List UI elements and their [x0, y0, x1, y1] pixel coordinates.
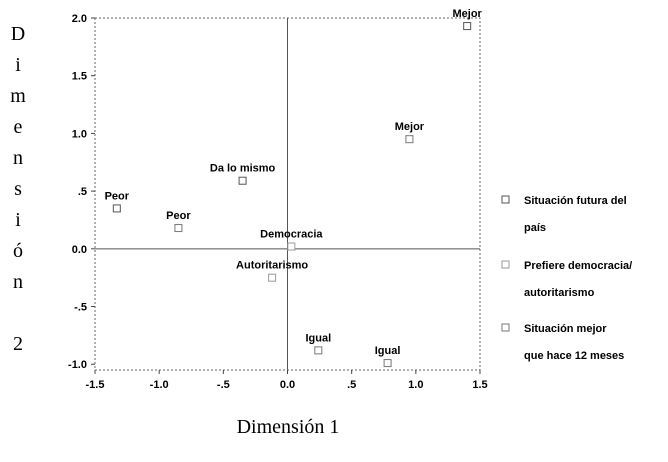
y-tick-label: 1.0 — [72, 128, 87, 140]
data-point-marker — [238, 176, 247, 185]
legend-label: Situación futura del — [524, 195, 627, 207]
data-point-marker — [287, 242, 296, 251]
y-tick-label: 2.0 — [72, 13, 87, 25]
y-tick-label: 1.5 — [72, 71, 87, 83]
data-point-marker — [112, 204, 121, 213]
x-tick-label: 0.0 — [280, 379, 295, 391]
data-point-label: Autoritarismo — [236, 260, 308, 272]
data-point-marker — [174, 224, 183, 233]
legend-label: país — [524, 222, 546, 234]
data-point-label: Peor — [166, 210, 191, 222]
data-point-label: Igual — [375, 345, 401, 357]
data-point-marker — [268, 273, 277, 282]
data-point-marker — [405, 135, 414, 144]
legend-marker — [501, 260, 510, 269]
data-point-marker — [383, 359, 392, 368]
reference-lines — [95, 18, 480, 370]
data-point-marker — [314, 346, 323, 355]
data-point-label: Igual — [305, 332, 331, 344]
legend-marker — [501, 195, 510, 204]
legend-label: Situación mejor — [524, 323, 607, 335]
x-axis-label: Dimensión 1 — [237, 416, 340, 438]
data-point-label: Da lo mismo — [210, 163, 276, 175]
x-tick-label: -1.5 — [86, 379, 105, 391]
y-tick-label: .5 — [78, 186, 87, 198]
legend-label: que hace 12 meses — [524, 350, 624, 362]
x-tick-label: -.5 — [217, 379, 230, 391]
data-point-label: Mejor — [452, 8, 482, 20]
x-tick-label: 1.5 — [472, 379, 487, 391]
data-point-label: Democracia — [260, 229, 323, 241]
legend-marker — [501, 323, 510, 332]
legend: Situación futura del país Prefiere democra… — [501, 195, 632, 362]
x-tick-label: 1.0 — [408, 379, 423, 391]
y-tick-label: -1.0 — [68, 359, 87, 371]
data-point-marker — [463, 22, 472, 31]
legend-label: autoritarismo — [524, 287, 595, 299]
x-tick-label: -1.0 — [150, 379, 169, 391]
data-point-label: Peor — [105, 190, 130, 202]
axis-ticks: -1.5 -1.0 -.5 0.0 .5 1.0 1.5 2.0 1.5 1.0 .5 0.0 -.5 -… — [68, 13, 488, 391]
y-tick-label: 0.0 — [72, 244, 87, 256]
x-tick-label: .5 — [347, 379, 356, 391]
plot-markers: Mejor Da lo mismo Peor Democracia Autoritari… — [105, 8, 483, 368]
legend-label: Prefiere democracia/ — [524, 260, 632, 272]
y-tick-label: -.5 — [74, 302, 87, 314]
data-point-label: Mejor — [395, 121, 425, 133]
